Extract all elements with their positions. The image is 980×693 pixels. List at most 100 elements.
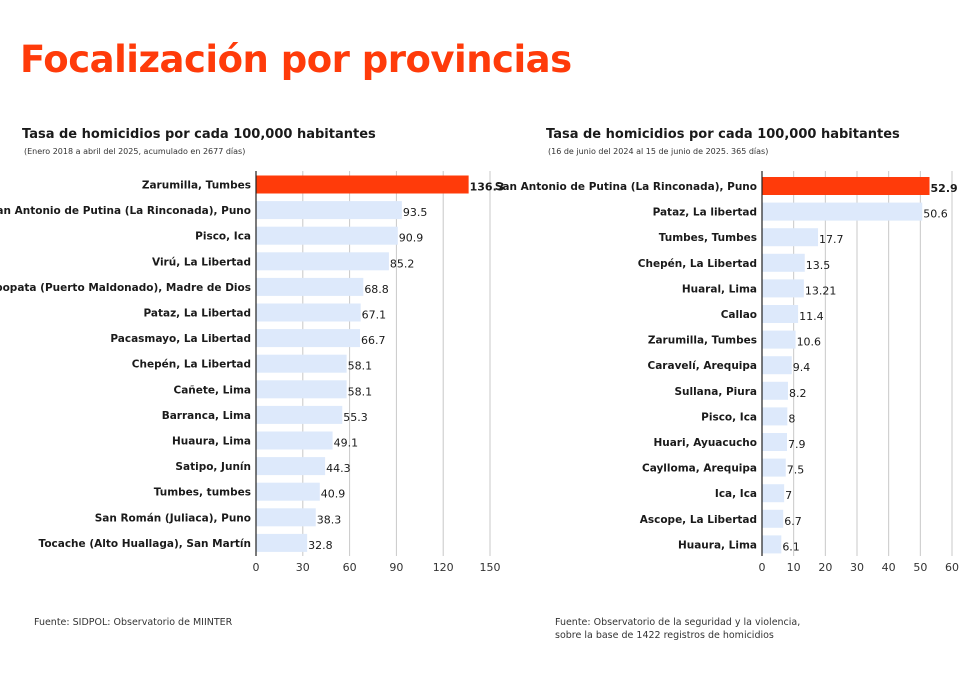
left-category-label: Tocache (Alto Huallaga), San Martín xyxy=(39,538,251,550)
right-category-label: San Antonio de Putina (La Rinconada), Pu… xyxy=(495,181,757,193)
left-bar xyxy=(256,303,361,322)
left-category-label: Tambopata (Puerto Maldonado), Madre de D… xyxy=(0,282,251,294)
right-bar xyxy=(762,535,782,554)
left-bar xyxy=(256,354,347,373)
right-category-label: Caravelí, Arequipa xyxy=(648,360,757,372)
page-title: Focalización por provincias xyxy=(20,38,572,81)
right-value-label: 7.5 xyxy=(787,464,805,477)
right-category-label: Caylloma, Arequipa xyxy=(642,463,757,475)
left-value-label: 66.7 xyxy=(361,334,386,347)
left-value-label: 136.3 xyxy=(470,181,505,194)
right-bar xyxy=(762,381,788,400)
left-xtick-label: 30 xyxy=(296,561,310,574)
right-bar xyxy=(762,305,799,323)
right-chart-title: Tasa de homicidios por cada 100,000 habi… xyxy=(546,127,900,142)
right-bar xyxy=(762,484,785,503)
left-category-label: Satipo, Junín xyxy=(175,461,251,473)
right-bar xyxy=(762,407,788,426)
right-category-label: Ica, Ica xyxy=(715,488,757,500)
right-value-label: 10.6 xyxy=(797,336,822,349)
left-value-label: 68.8 xyxy=(364,283,389,296)
right-bar xyxy=(762,356,792,375)
left-category-label: Zarumilla, Tumbes xyxy=(142,180,251,192)
right-value-label: 9.4 xyxy=(793,361,811,374)
right-bar xyxy=(762,202,923,221)
left-bar xyxy=(256,533,308,552)
left-xtick-label: 150 xyxy=(480,561,501,574)
left-source-note: Fuente: SIDPOL: Observatorio de MIINTER xyxy=(34,616,232,629)
right-value-label: 11.4 xyxy=(799,310,824,323)
left-category-label: Barranca, Lima xyxy=(162,410,251,422)
left-bar xyxy=(256,329,361,348)
left-value-label: 85.2 xyxy=(390,257,415,270)
left-category-label: Pisco, Ica xyxy=(195,231,251,243)
right-xtick-label: 10 xyxy=(787,561,801,574)
left-bar xyxy=(256,431,333,450)
left-value-label: 93.5 xyxy=(403,206,428,219)
left-value-label: 32.8 xyxy=(308,539,333,552)
left-chart-subtitle: (Enero 2018 a abril del 2025, acumulado … xyxy=(24,147,246,156)
left-value-label: 49.1 xyxy=(334,437,359,450)
right-bar xyxy=(762,228,819,247)
left-xtick-label: 0 xyxy=(253,561,260,574)
right-value-label: 7.9 xyxy=(788,438,806,451)
left-source-text: Fuente: SIDPOL: Observatorio de MIINTER xyxy=(34,617,233,628)
left-bar xyxy=(256,405,343,424)
right-source-line-1: Fuente: Observatorio de la seguridad y l… xyxy=(555,617,801,628)
left-xtick-label: 60 xyxy=(343,561,357,574)
left-xtick-label: 90 xyxy=(389,561,403,574)
left-category-label: San Román (Juliaca), Puno xyxy=(95,512,251,524)
left-category-label: San Antonio de Putina (La Rinconada), Pu… xyxy=(0,205,251,217)
left-category-label: Chepén, La Libertad xyxy=(132,359,251,371)
right-category-label: Sullana, Piura xyxy=(674,386,757,398)
right-category-label: Huaura, Lima xyxy=(678,539,757,551)
right-category-label: Ascope, La Libertad xyxy=(640,514,757,526)
left-bar xyxy=(256,201,402,220)
right-category-label: Zarumilla, Tumbes xyxy=(648,335,757,347)
left-category-label: Cañete, Lima xyxy=(174,384,252,396)
right-bar xyxy=(762,433,788,451)
right-xtick-label: 0 xyxy=(759,561,766,574)
left-chart-title: Tasa de homicidios por cada 100,000 habi… xyxy=(22,127,376,142)
right-value-label: 13.21 xyxy=(805,284,837,297)
left-category-label: Huaura, Lima xyxy=(172,436,251,448)
left-bar xyxy=(256,508,316,527)
left-xtick-label: 120 xyxy=(433,561,454,574)
right-value-label: 13.5 xyxy=(806,259,831,272)
left-category-label: Pacasmayo, La Libertad xyxy=(110,333,251,345)
left-value-label: 58.1 xyxy=(348,360,373,373)
left-bar xyxy=(256,277,364,296)
right-category-label: Pataz, La libertad xyxy=(653,207,757,219)
right-category-label: Huari, Ayuacucho xyxy=(653,437,757,449)
right-bar xyxy=(762,330,796,349)
left-value-label: 38.3 xyxy=(317,513,342,526)
right-xtick-label: 60 xyxy=(945,561,959,574)
left-value-label: 90.9 xyxy=(399,232,424,245)
right-value-label: 52.9 xyxy=(931,182,958,195)
left-bar xyxy=(256,482,320,501)
right-bar xyxy=(762,458,786,477)
left-bar xyxy=(256,380,347,399)
right-category-label: Pisco, Ica xyxy=(701,411,757,423)
right-category-label: Tumbes, Tumbes xyxy=(659,232,757,244)
right-chart-subtitle: (16 de junio del 2024 al 15 de junio de … xyxy=(548,147,769,156)
right-source-note: Fuente: Observatorio de la seguridad y l… xyxy=(555,616,800,642)
left-value-label: 58.1 xyxy=(348,385,373,398)
right-xtick-label: 40 xyxy=(882,561,896,574)
right-category-label: Callao xyxy=(721,309,757,321)
right-value-label: 6.7 xyxy=(784,515,802,528)
right-bar xyxy=(762,253,805,272)
left-bar xyxy=(256,457,326,476)
left-value-label: 40.9 xyxy=(321,488,346,501)
left-category-label: Tumbes, tumbes xyxy=(154,487,251,499)
right-bar xyxy=(762,177,930,195)
left-bar xyxy=(256,175,469,194)
right-bar xyxy=(762,509,784,528)
right-source-line-2: sobre la base de 1422 registros de homic… xyxy=(555,630,774,641)
left-value-label: 67.1 xyxy=(362,309,387,322)
left-bar xyxy=(256,226,398,245)
right-category-label: Huaral, Lima xyxy=(682,283,757,295)
left-value-label: 55.3 xyxy=(343,411,368,424)
right-xtick-label: 50 xyxy=(913,561,927,574)
